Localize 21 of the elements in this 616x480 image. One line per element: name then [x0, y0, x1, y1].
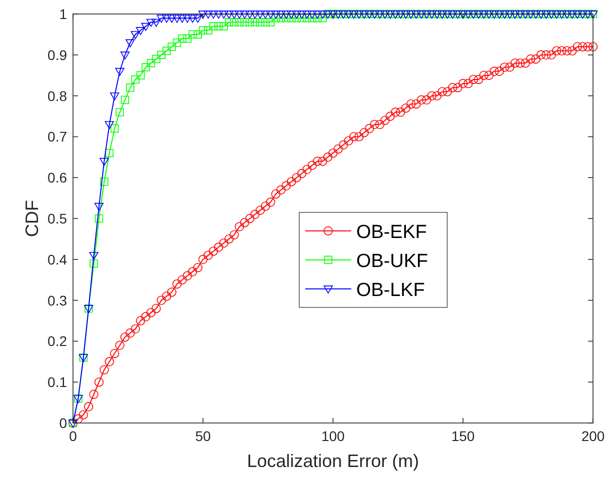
legend-label: OB-EKF	[356, 222, 427, 243]
legend-label: OB-LKF	[356, 280, 425, 301]
y-tick-label: 0.8	[48, 88, 68, 104]
y-tick-label: 0.7	[48, 128, 68, 145]
legend-label: OB-UKF	[356, 250, 428, 272]
x-axis-title: Localization Error (m)	[246, 451, 420, 471]
y-tick-label: 0	[59, 415, 68, 431]
x-tick-label: 200	[581, 428, 605, 444]
y-axis-title: CDF	[22, 200, 42, 237]
x-tick-label: 50	[195, 428, 211, 444]
y-tick-label: 0.1	[48, 374, 68, 390]
y-tick-label: 0.3	[48, 292, 68, 308]
y-tick-label: 0.4	[48, 251, 68, 268]
x-tick-label: 100	[321, 428, 345, 444]
x-tick-label: 0	[69, 428, 78, 444]
y-tick-label: 1	[59, 6, 68, 22]
y-tick-label: 0.2	[48, 333, 68, 350]
y-tick-label: 0.5	[48, 210, 68, 226]
x-tick-label: 150	[451, 428, 475, 444]
y-tick-label: 0.6	[48, 170, 68, 186]
y-tick-label: 0.9	[48, 46, 68, 63]
